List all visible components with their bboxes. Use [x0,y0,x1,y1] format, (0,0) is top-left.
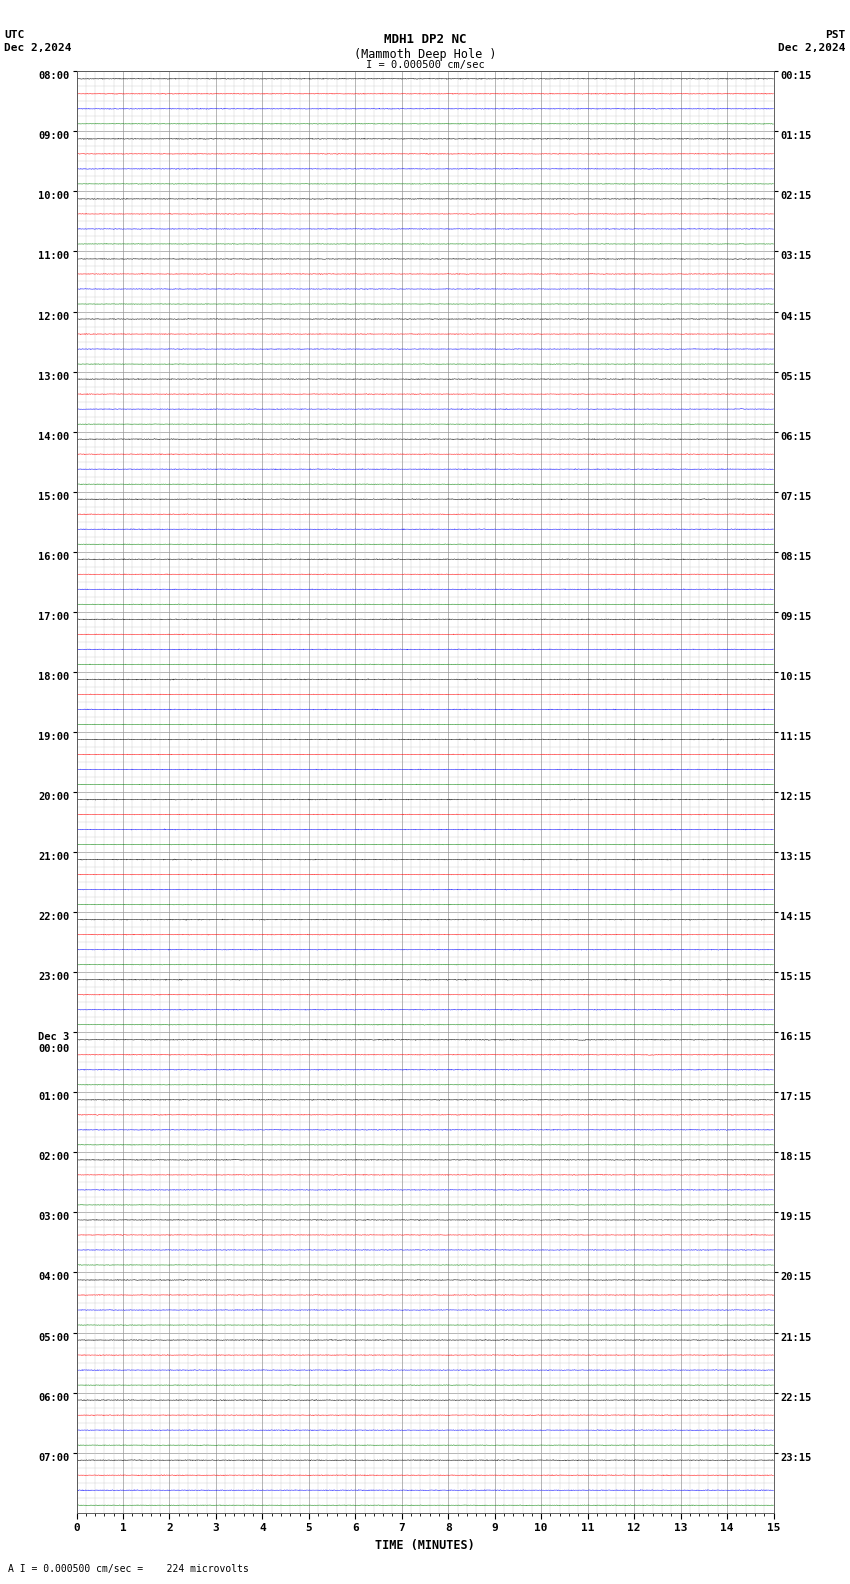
Text: Dec 2,2024: Dec 2,2024 [4,43,71,52]
Text: (Mammoth Deep Hole ): (Mammoth Deep Hole ) [354,48,496,60]
Text: MDH1 DP2 NC: MDH1 DP2 NC [383,33,467,46]
Text: Dec 2,2024: Dec 2,2024 [779,43,846,52]
Text: A I = 0.000500 cm/sec =    224 microvolts: A I = 0.000500 cm/sec = 224 microvolts [8,1565,249,1574]
Text: I = 0.000500 cm/sec: I = 0.000500 cm/sec [366,60,484,70]
Text: PST: PST [825,30,846,40]
X-axis label: TIME (MINUTES): TIME (MINUTES) [375,1538,475,1552]
Text: UTC: UTC [4,30,25,40]
